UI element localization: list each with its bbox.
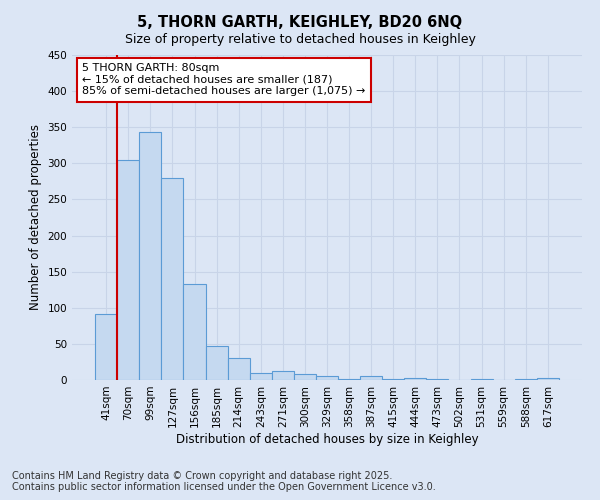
Text: Contains HM Land Registry data © Crown copyright and database right 2025.
Contai: Contains HM Land Registry data © Crown c… (12, 471, 436, 492)
Bar (382, 378, 404, 380)
Bar (294, 374, 316, 380)
Bar (95, 314, 117, 380)
Y-axis label: Number of detached properties: Number of detached properties (29, 124, 42, 310)
Bar (360, 376, 382, 380)
Bar (470, 378, 493, 380)
Bar (316, 376, 338, 380)
Text: 5, THORN GARTH, KEIGHLEY, BD20 6NQ: 5, THORN GARTH, KEIGHLEY, BD20 6NQ (137, 15, 463, 30)
Bar (404, 378, 427, 380)
Bar (206, 346, 227, 380)
X-axis label: Distribution of detached houses by size in Keighley: Distribution of detached houses by size … (176, 432, 478, 446)
Bar (272, 372, 294, 380)
Bar (139, 132, 161, 380)
Bar (161, 178, 184, 380)
Bar (117, 160, 139, 380)
Bar (184, 284, 206, 380)
Bar (515, 378, 537, 380)
Bar (250, 373, 272, 380)
Bar (338, 378, 360, 380)
Text: 5 THORN GARTH: 80sqm
← 15% of detached houses are smaller (187)
85% of semi-deta: 5 THORN GARTH: 80sqm ← 15% of detached h… (82, 63, 365, 96)
Text: Size of property relative to detached houses in Keighley: Size of property relative to detached ho… (125, 32, 475, 46)
Bar (227, 358, 250, 380)
Bar (537, 378, 559, 380)
